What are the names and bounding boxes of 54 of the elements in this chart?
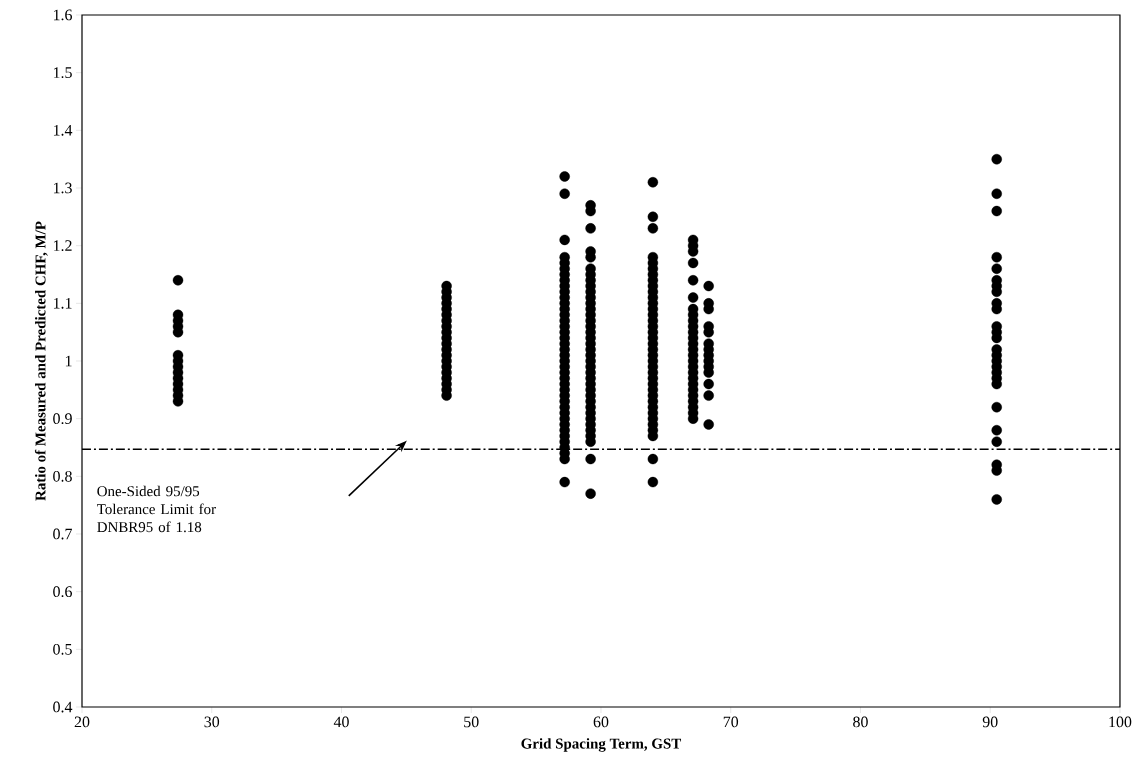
point: [647, 211, 659, 223]
point: [703, 280, 714, 292]
y-tick-label: 1.4: [53, 124, 73, 136]
point: [585, 488, 596, 499]
y-tick-label: 0.4: [53, 701, 73, 713]
point: [991, 205, 1002, 217]
x-tick-label: 40: [333, 716, 349, 728]
x-tick-label: 30: [204, 716, 220, 728]
point: [559, 171, 570, 182]
x-tick-label: 100: [1109, 716, 1132, 728]
y-tick-label: 0.9: [53, 413, 72, 425]
point: [687, 275, 699, 286]
point: [647, 476, 659, 488]
point: [703, 378, 714, 390]
y-tick-label: 1.2: [53, 240, 72, 252]
y-tick-label: 1.1: [53, 297, 72, 309]
point: [647, 177, 659, 188]
y-tick-label: 1.3: [53, 182, 72, 194]
y-axis-title: Ratio of Measured and Predicted CHF, M/P: [34, 221, 48, 501]
point: [991, 436, 1002, 447]
point: [585, 453, 596, 465]
y-tick-label: 0.7: [53, 528, 73, 540]
point: [991, 263, 1002, 274]
point: [687, 292, 699, 303]
point: [991, 425, 1002, 436]
y-tick-label: 1.5: [53, 67, 72, 79]
y-tick-label: 1: [65, 355, 72, 367]
point: [559, 476, 570, 488]
point: [172, 275, 184, 286]
x-tick-label: 80: [853, 716, 868, 728]
point: [687, 257, 699, 269]
x-tick-label: 70: [723, 716, 739, 728]
x-tick-label: 90: [982, 716, 998, 728]
y-tick-label: 1.6: [53, 9, 73, 21]
x-axis-title: Grid Spacing Term, GST: [521, 738, 682, 752]
point: [991, 153, 1002, 165]
point: [991, 401, 1002, 413]
point: [991, 252, 1002, 263]
y-tick-label: 0.5: [53, 643, 72, 655]
point: [703, 419, 714, 430]
point: [585, 223, 596, 234]
point: [559, 188, 570, 199]
point: [991, 188, 1002, 199]
x-tick-label: 50: [464, 716, 479, 728]
x-tick-label: 20: [74, 716, 90, 728]
point: [991, 494, 1002, 505]
point: [703, 390, 714, 401]
point: [559, 234, 570, 246]
point: [647, 223, 659, 234]
annotation: One-Sided 95/95 Tolerance Limit for DNBR95 of 1.18: [97, 485, 216, 533]
y-tick-label: 0.6: [53, 586, 73, 598]
y-tick-label: 0.8: [53, 470, 72, 482]
x-tick-label: 60: [593, 716, 609, 728]
point: [647, 453, 659, 465]
